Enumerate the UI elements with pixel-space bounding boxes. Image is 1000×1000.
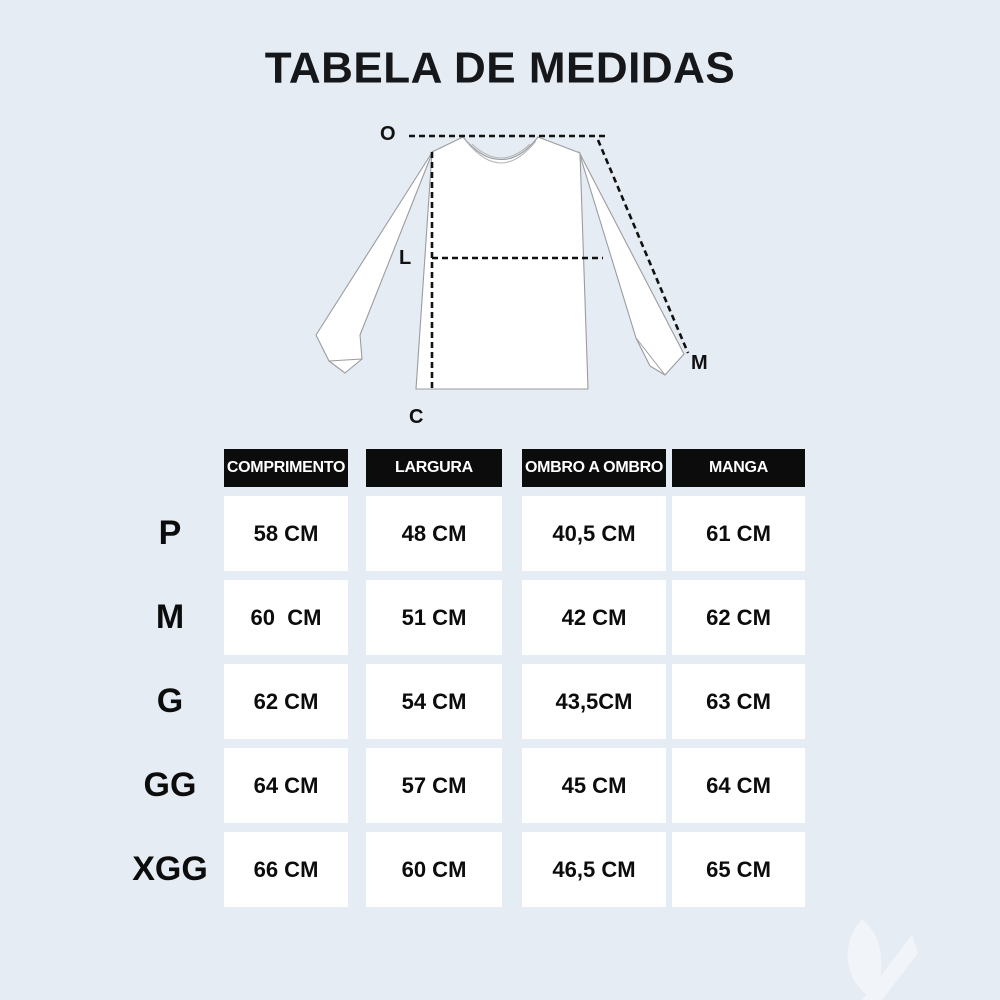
svg-text:L: L xyxy=(399,247,411,269)
svg-text:C: C xyxy=(409,406,423,428)
svg-text:M: M xyxy=(691,352,708,374)
svg-text:O: O xyxy=(380,123,396,145)
